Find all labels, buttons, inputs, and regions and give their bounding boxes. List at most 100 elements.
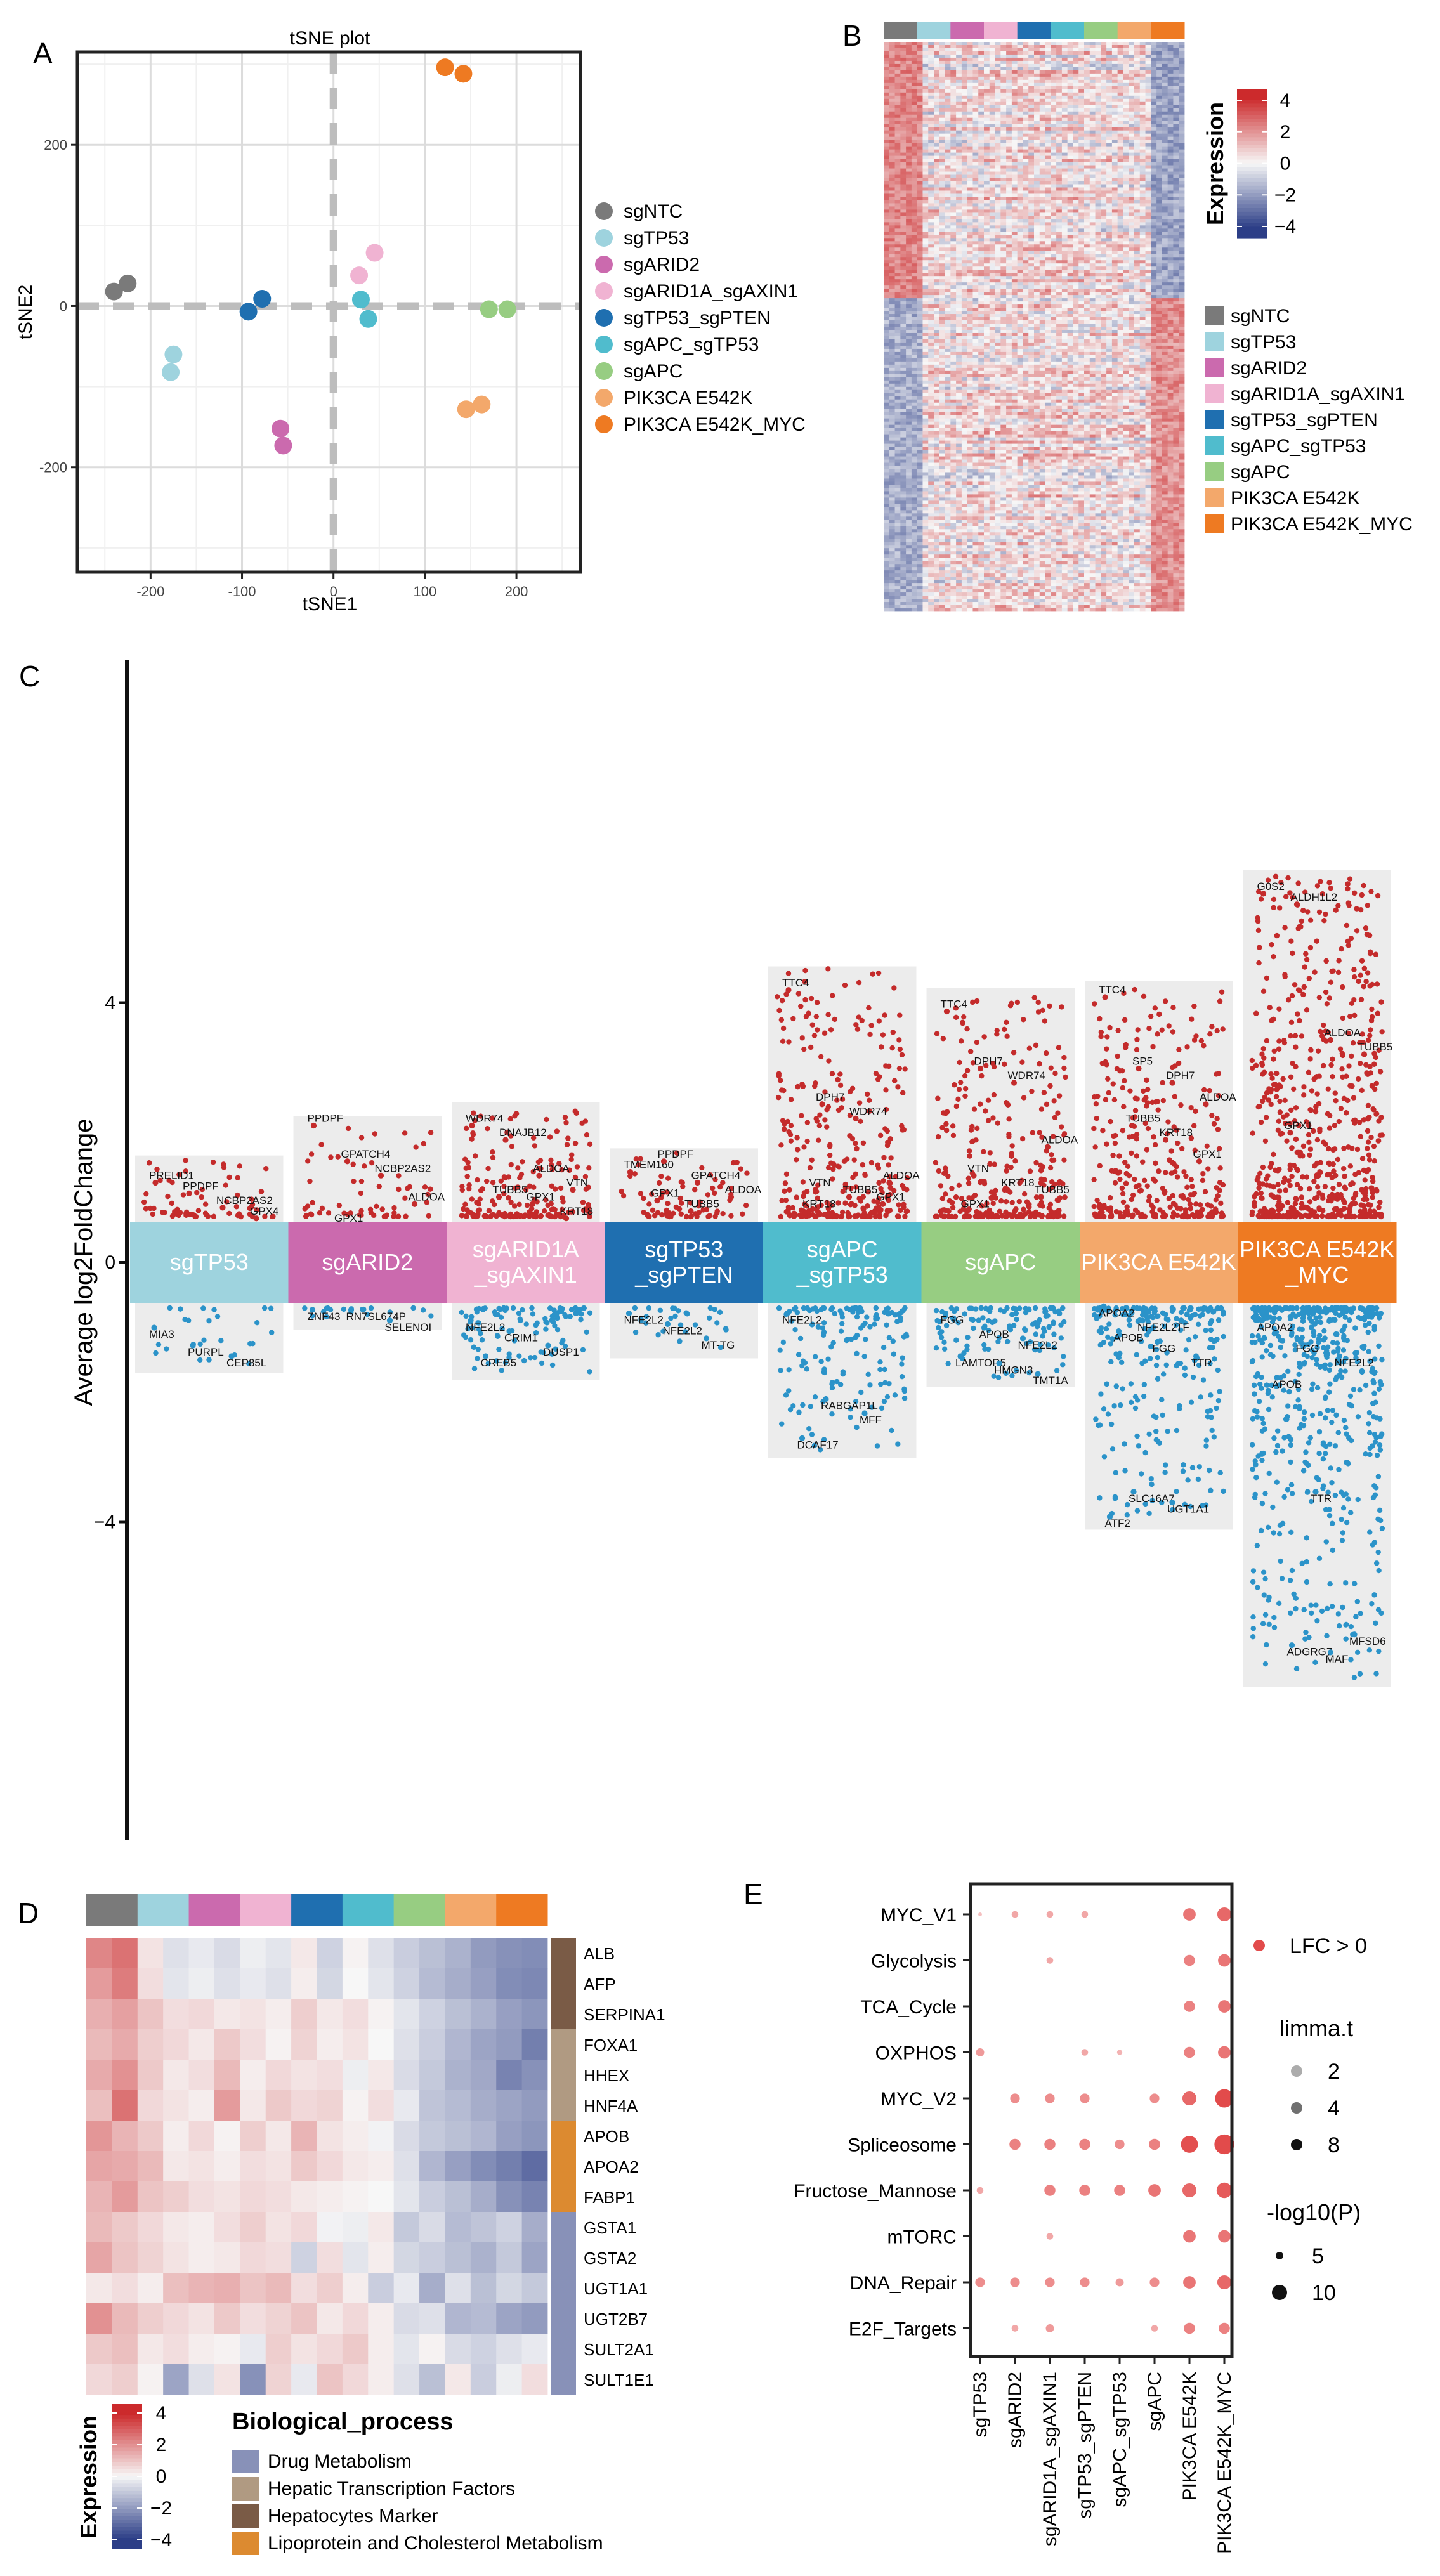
heatmap-b-cell xyxy=(1056,197,1063,200)
heatmap-b-cell xyxy=(1078,298,1085,302)
heatmap-b-cell xyxy=(978,254,985,258)
heatmap-b-cell xyxy=(934,209,940,213)
heatmap-b-cell xyxy=(894,42,901,46)
heatmap-b-cell xyxy=(950,203,957,207)
heatmap-b-cell xyxy=(1162,285,1168,289)
heatmap-b-cell xyxy=(1034,136,1040,141)
heatmap-b-cell xyxy=(950,241,957,245)
heatmap-b-cell xyxy=(1084,60,1090,65)
heatmap-b-cell xyxy=(1034,42,1040,46)
heatmap-b-cell xyxy=(894,159,901,162)
heatmap-b-cell xyxy=(1023,292,1029,296)
heatmap-b-cell xyxy=(1134,165,1141,169)
heatmap-b-cell xyxy=(1006,117,1012,122)
heatmap-b-cell xyxy=(1123,190,1129,194)
heatmap-b-cell xyxy=(1145,143,1151,147)
heatmap-b-cell xyxy=(922,111,929,115)
heatmap-b-cell xyxy=(1034,86,1040,90)
heatmap-b-cell xyxy=(1162,48,1168,52)
heatmap-b-cell xyxy=(1023,70,1029,74)
heatmap-b-cell xyxy=(906,48,912,52)
heatmap-b-cell xyxy=(995,143,1001,147)
heatmap-b-cell xyxy=(1073,140,1079,144)
heatmap-b-cell xyxy=(1051,232,1057,235)
heatmap-b-cell xyxy=(1129,79,1135,84)
heatmap-b-cell xyxy=(1111,282,1118,286)
heatmap-b-cell xyxy=(1028,184,1035,188)
heatmap-b-cell xyxy=(1045,266,1051,270)
heatmap-b-cell xyxy=(1167,247,1174,251)
heatmap-b-cell xyxy=(978,98,985,103)
heatmap-b-cell xyxy=(1162,257,1168,261)
heatmap-b-cell xyxy=(967,301,973,305)
heatmap-b-cell xyxy=(1117,184,1123,188)
heatmap-b-cell xyxy=(1011,279,1018,283)
heatmap-b-cell xyxy=(1106,187,1113,191)
heatmap-b-cell xyxy=(1167,143,1174,147)
heatmap-b-cell xyxy=(1173,130,1179,134)
heatmap-b-cell xyxy=(1073,159,1079,162)
heatmap-b-cell xyxy=(945,76,951,81)
heatmap-b-cell xyxy=(1101,149,1107,154)
heatmap-b-cell xyxy=(1056,162,1063,166)
heatmap-b-cell xyxy=(961,143,968,147)
heatmap-b-cell xyxy=(1156,212,1163,216)
heatmap-b-cell xyxy=(1056,155,1063,159)
heatmap-b-cell xyxy=(1000,308,1007,311)
heatmap-b-cell xyxy=(978,238,985,242)
heatmap-b-cell xyxy=(1078,273,1085,277)
heatmap-b-cell xyxy=(1106,121,1113,125)
heatmap-b-cell xyxy=(1095,289,1101,292)
heatmap-b-cell xyxy=(906,190,912,194)
heatmap-b-cell xyxy=(1017,311,1023,315)
heatmap-b-cell xyxy=(1106,289,1113,292)
heatmap-b-cell xyxy=(1095,276,1101,280)
heatmap-b-cell xyxy=(1095,92,1101,96)
heatmap-b-cell xyxy=(922,174,929,178)
heatmap-b-cell xyxy=(1061,89,1068,93)
heatmap-b-cell xyxy=(945,260,951,264)
heatmap-b-cell xyxy=(1106,308,1113,311)
heatmap-b-cell xyxy=(1173,105,1179,109)
heatmap-b-cell xyxy=(1067,241,1073,245)
heatmap-b-cell xyxy=(1117,254,1123,258)
heatmap-b-cell xyxy=(1011,162,1018,166)
heatmap-b-cell xyxy=(1179,244,1185,248)
heatmap-b-cell xyxy=(917,70,923,74)
heatmap-b-cell xyxy=(1173,317,1179,321)
heatmap-b-cell xyxy=(1129,193,1135,197)
heatmap-b-cell xyxy=(1039,178,1045,181)
heatmap-b-cell xyxy=(922,152,929,156)
heatmap-b-cell xyxy=(1106,311,1113,315)
heatmap-b-cell xyxy=(884,235,890,239)
heatmap-b-cell xyxy=(1028,146,1035,150)
heatmap-b-cell xyxy=(1039,133,1045,138)
heatmap-b-cell xyxy=(1151,212,1157,216)
heatmap-b-cell xyxy=(961,136,968,141)
heatmap-b-cell xyxy=(995,225,1001,229)
heatmap-b-cell xyxy=(939,292,945,296)
heatmap-b-cell xyxy=(1028,171,1035,175)
heatmap-b-cell xyxy=(1156,279,1163,283)
heatmap-b-cell xyxy=(1123,298,1129,302)
heatmap-b-cell xyxy=(906,95,912,100)
heatmap-b-cell xyxy=(939,67,945,71)
heatmap-b-cell xyxy=(1061,117,1068,122)
heatmap-b-cell xyxy=(1123,114,1129,119)
heatmap-b-cell xyxy=(1089,276,1096,280)
heatmap-b-cell xyxy=(1101,216,1107,219)
heatmap-b-cell xyxy=(961,105,968,109)
heatmap-b-cell xyxy=(1084,311,1090,315)
heatmap-b-cell xyxy=(906,181,912,185)
heatmap-b-cell xyxy=(894,266,901,270)
heatmap-b-cell xyxy=(906,101,912,106)
heatmap-b-cell xyxy=(972,114,979,119)
heatmap-b-cell xyxy=(922,171,929,175)
heatmap-b-cell xyxy=(1011,146,1018,150)
heatmap-b-cell xyxy=(900,98,907,103)
heatmap-b-cell xyxy=(906,121,912,125)
heatmap-b-cell xyxy=(956,295,962,299)
heatmap-b-cell xyxy=(1179,209,1185,213)
heatmap-b-cell xyxy=(1028,212,1035,216)
heatmap-b-cell xyxy=(1145,92,1151,96)
